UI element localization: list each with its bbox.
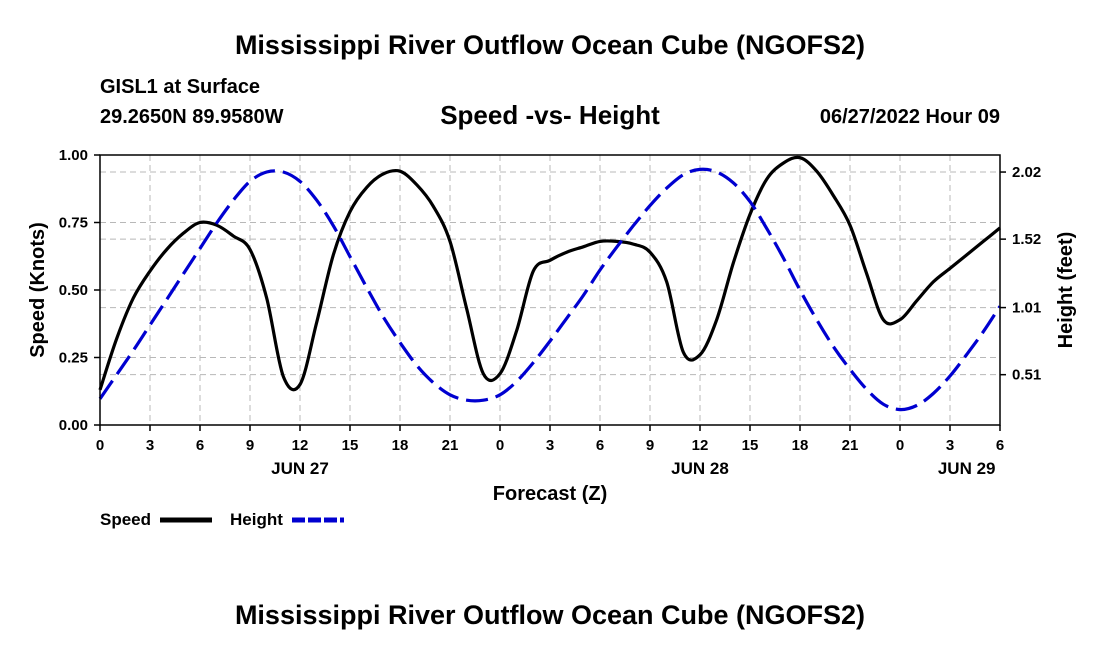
y2-tick-label: 2.02	[1012, 164, 1041, 181]
y-tick-label: 1.00	[59, 147, 88, 164]
grid-lines	[100, 154, 1000, 425]
x-tick-label: 15	[342, 437, 359, 454]
axes-layer: 0 3 6 9 12 15 18 21 0 3 6 9 12 15 18 21 0 3 6 JUN 27 JUN 28 J…	[59, 147, 1041, 478]
x-tick-label: 12	[292, 437, 309, 454]
y2-tick-label: 1.52	[1012, 231, 1041, 248]
x-tick-label: 6	[196, 437, 204, 454]
series-layer	[98, 155, 1002, 412]
y2-tick-label: 0.51	[1012, 367, 1041, 384]
chart-title: Speed -vs- Height	[440, 100, 660, 130]
date-label: JUN 28	[671, 459, 729, 478]
station-label: GISL1 at Surface	[100, 76, 261, 98]
date-label: JUN 27	[271, 459, 329, 478]
x-tick-label: 21	[442, 437, 459, 454]
legend: Speed Height	[100, 510, 344, 529]
y-tick-label: 0.75	[59, 215, 88, 232]
x-tick-label: 6	[996, 437, 1004, 454]
x-axis-label: Forecast (Z)	[493, 483, 607, 505]
y-tick-label: 0.00	[59, 417, 88, 434]
x-tick-label: 6	[596, 437, 604, 454]
x-tick-label: 9	[646, 437, 654, 454]
x-tick-label: 18	[392, 437, 409, 454]
date-label: JUN 29	[938, 459, 996, 478]
series-line-height	[98, 167, 1002, 412]
legend-speed-label: Speed	[100, 510, 151, 529]
series-line-speed	[98, 155, 1002, 392]
x-tick-label: 18	[792, 437, 809, 454]
x-tick-label: 0	[896, 437, 904, 454]
x-tick-label: 3	[146, 437, 154, 454]
x-tick-label: 3	[946, 437, 954, 454]
main-title: Mississippi River Outflow Ocean Cube (NG…	[234, 30, 866, 60]
x-tick-label: 12	[692, 437, 709, 454]
footer-title: Mississippi River Outflow Ocean Cube (NG…	[234, 600, 866, 630]
y-tick-label: 0.25	[59, 350, 88, 367]
y-axis-label: Speed (Knots)	[27, 222, 49, 358]
y2-axis-label: Height (feet)	[1055, 232, 1077, 349]
x-tick-label: 0	[96, 437, 104, 454]
legend-height-label: Height	[230, 510, 283, 529]
x-tick-label: 9	[246, 437, 254, 454]
y-tick-label: 0.50	[59, 282, 88, 299]
x-tick-label: 21	[842, 437, 859, 454]
x-tick-label: 0	[496, 437, 504, 454]
x-tick-label: 15	[742, 437, 759, 454]
y2-tick-label: 1.01	[1012, 300, 1041, 317]
x-tick-label: 3	[546, 437, 554, 454]
coordinates-label: 29.2650N 89.9580W	[100, 106, 284, 128]
forecast-datetime: 06/27/2022 Hour 09	[819, 106, 1000, 128]
